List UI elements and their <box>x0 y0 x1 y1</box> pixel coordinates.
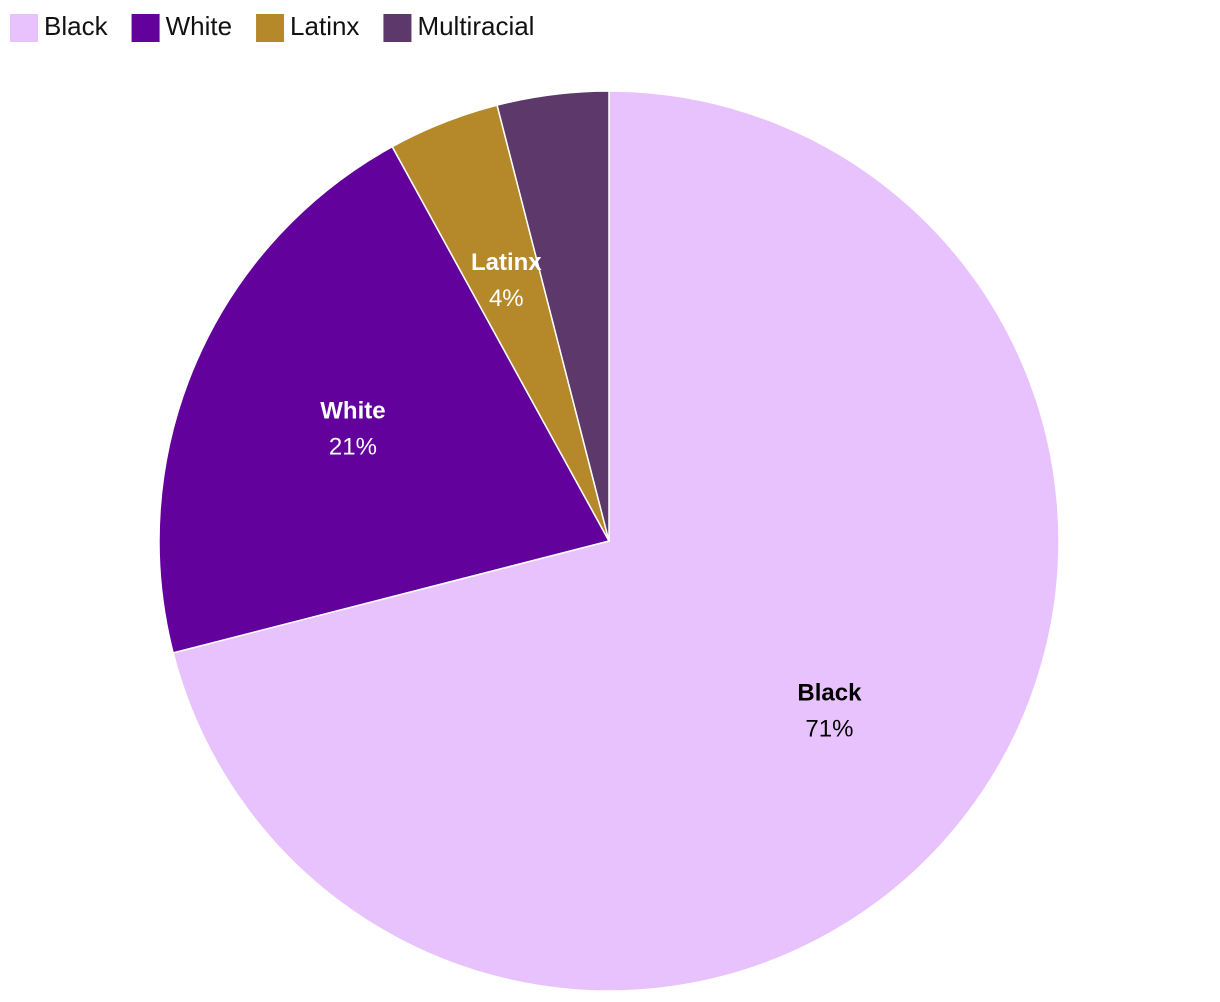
slice-value-label: 21% <box>329 434 377 461</box>
legend-swatch <box>10 14 38 42</box>
slice-label: White <box>320 398 385 425</box>
slice-labels: Black 71% White 21% Latinx 4% <box>320 249 862 742</box>
legend: Black White Latinx Multiracial <box>10 11 534 42</box>
slice-value-label: 71% <box>805 715 853 742</box>
slice-label: Black <box>797 679 862 706</box>
pie-slice <box>172 90 1060 992</box>
slice-label: Latinx <box>471 249 542 276</box>
legend-label: Latinx <box>290 11 359 41</box>
legend-swatch <box>131 14 160 42</box>
legend-label: White <box>166 11 232 41</box>
slice-value-label: 4% <box>489 285 524 312</box>
legend-swatch <box>256 14 285 42</box>
pie-slice <box>158 145 611 654</box>
pie <box>158 90 1060 992</box>
legend-swatch <box>383 14 412 42</box>
pie-slice <box>496 90 610 542</box>
legend-label: Black <box>44 11 109 41</box>
legend-label: Multiracial <box>417 11 534 41</box>
